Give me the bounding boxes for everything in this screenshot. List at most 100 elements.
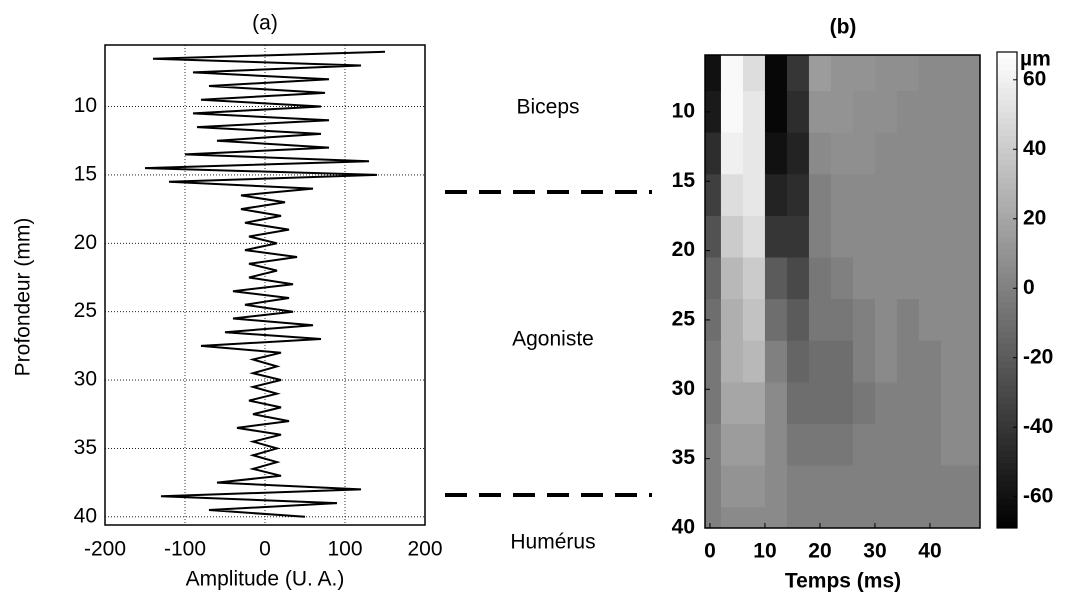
- heat-cell: [852, 91, 876, 134]
- y-tick-label: 10: [74, 94, 97, 117]
- colorbar-cell: [997, 99, 1017, 107]
- heat-cell: [962, 55, 980, 92]
- colorbar-cell: [997, 474, 1017, 481]
- colorbar-cell: [997, 147, 1017, 154]
- heat-cell: [918, 423, 942, 467]
- colorbar-cell: [997, 75, 1017, 83]
- colorbar-cell: [997, 307, 1017, 315]
- heat-cell: [742, 465, 766, 508]
- y-tick-label: 15: [74, 162, 97, 185]
- colorbar-cell: [997, 272, 1017, 279]
- y-tick-label: 15: [672, 169, 696, 192]
- colorbar-cell: [997, 111, 1017, 118]
- heat-cell: [940, 507, 964, 528]
- heat-cell: [705, 257, 722, 300]
- colorbar-cell: [997, 414, 1017, 422]
- heat-cell: [830, 91, 854, 134]
- heat-cell: [852, 215, 876, 259]
- y-axis-label: Profondeur (mm): [12, 218, 35, 377]
- heat-cell: [786, 55, 810, 92]
- y-tick-label: 40: [672, 516, 695, 539]
- heat-cell: [808, 257, 832, 300]
- plot-frame: [104, 44, 426, 526]
- heat-cell: [705, 174, 722, 217]
- colorbar-cell: [997, 194, 1017, 202]
- signal-line: [144, 50, 386, 518]
- heat-cell: [874, 174, 898, 217]
- heat-cell: [764, 174, 788, 217]
- colorbar-cell: [997, 105, 1017, 112]
- heat-cell: [896, 55, 920, 92]
- heat-cell: [786, 382, 810, 425]
- heat-cell: [852, 55, 876, 92]
- heat-cell: [940, 55, 964, 92]
- y-tick-label: 20: [672, 238, 695, 261]
- heat-cell: [874, 132, 898, 175]
- heat-cell: [764, 91, 788, 134]
- heat-cell: [786, 340, 810, 383]
- heat-cell: [808, 55, 832, 92]
- heat-cell: [830, 507, 854, 528]
- heat-cell: [896, 382, 920, 425]
- heat-cell: [808, 340, 832, 383]
- y-tick-label: 30: [74, 368, 97, 391]
- heat-cell: [852, 507, 876, 528]
- annotation: Agoniste: [512, 328, 594, 351]
- colorbar-cell: [997, 87, 1017, 95]
- colorbar-cell: [997, 486, 1017, 493]
- heat-cell: [786, 132, 810, 175]
- colorbar-cell: [997, 373, 1017, 380]
- colorbar-tick-label: 0: [1023, 276, 1035, 299]
- colorbar-cell: [997, 295, 1017, 303]
- colorbar-cell: [997, 397, 1017, 404]
- heat-cell: [896, 507, 920, 528]
- heat-cell: [940, 91, 964, 134]
- colorbar-cell: [997, 355, 1017, 362]
- heat-cell: [918, 257, 942, 300]
- heat-cell: [830, 382, 854, 425]
- x-axis-label: Amplitude (U. A.): [186, 568, 345, 591]
- colorbar-cell: [997, 123, 1017, 130]
- heat-cell: [962, 299, 980, 342]
- heat-cell: [918, 507, 942, 528]
- colorbar-cell: [997, 385, 1017, 392]
- x-tick-label: 100: [327, 538, 362, 561]
- colorbar-cell: [997, 266, 1017, 273]
- heat-cell: [918, 215, 942, 259]
- colorbar-cell: [997, 313, 1017, 321]
- colorbar-cell: [997, 432, 1017, 440]
- colorbar-cell: [997, 438, 1017, 446]
- heat-cell: [896, 132, 920, 175]
- heat-cell: [852, 257, 876, 300]
- annotation: Humérus: [510, 531, 595, 554]
- heat-cell: [808, 132, 832, 175]
- heat-cell: [896, 257, 920, 300]
- heat-cell: [852, 299, 876, 342]
- heat-cell: [764, 465, 788, 508]
- colorbar-cell: [997, 230, 1017, 237]
- colorbar-cell: [997, 450, 1017, 458]
- heat-cell: [742, 423, 766, 467]
- heat-cell: [808, 382, 832, 425]
- colorbar-cell: [997, 52, 1017, 59]
- heat-cell: [896, 215, 920, 259]
- heat-cell: [720, 465, 744, 508]
- colorbar-cell: [997, 331, 1017, 339]
- heat-cell: [742, 55, 766, 92]
- colorbar-cell: [997, 236, 1017, 243]
- heat-cell: [852, 174, 876, 217]
- heat-cell: [720, 340, 744, 383]
- heat-cell: [808, 299, 832, 342]
- heat-cell: [940, 215, 964, 259]
- heat-cell: [705, 55, 722, 92]
- colorbar-cell: [997, 171, 1017, 178]
- heat-cell: [742, 91, 766, 134]
- heat-cell: [940, 132, 964, 175]
- colorbar-cell: [997, 212, 1017, 220]
- heat-cell: [962, 340, 980, 383]
- colorbar-cell: [997, 379, 1017, 386]
- colorbar-cell: [997, 188, 1017, 196]
- colorbar-cell: [997, 159, 1017, 166]
- y-tick-label: 10: [672, 99, 695, 122]
- heat-cell: [962, 382, 980, 425]
